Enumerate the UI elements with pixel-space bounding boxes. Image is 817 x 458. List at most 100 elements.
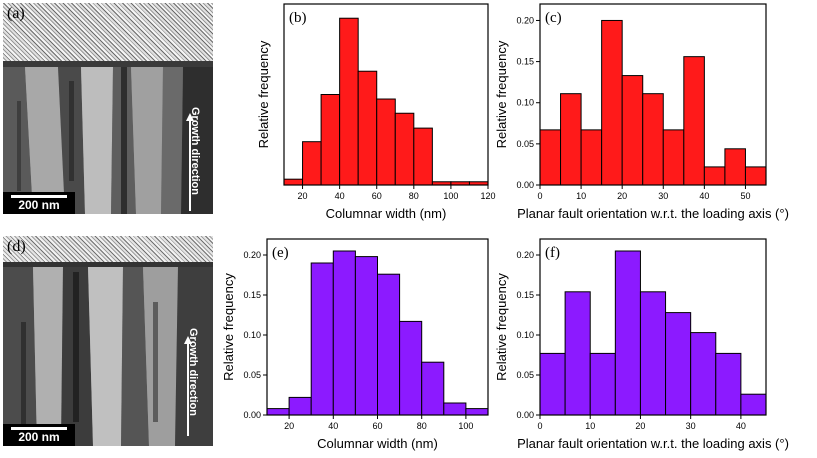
x-tick-label: 40 [328,421,338,431]
plot-frame [266,238,489,416]
x-tick-label: 40 [736,421,746,431]
histogram-bar [450,181,470,186]
x-tick-label: 120 [480,191,495,201]
histogram-bar [662,129,685,186]
scale-bar-line [11,195,67,198]
tem-columns [3,262,213,446]
histogram-bar [354,256,378,416]
histogram-bar [724,148,746,186]
y-axis-label: Relative frequency [494,273,509,381]
histogram-bar [642,93,664,186]
growth-arrow-shaft [187,344,189,436]
histogram-bar [413,127,433,186]
x-axis-label: Planar fault orientation w.r.t. the load… [517,436,789,451]
panel-label: (b) [289,10,307,26]
x-tick-label: 80 [417,421,427,431]
histogram-bar [266,408,290,416]
histogram-bar [690,332,717,416]
arrow-up-icon [184,336,192,344]
histogram-bar [357,70,378,186]
tem-cap-layer [3,3,213,61]
x-tick-label: 0 [537,421,542,431]
y-tick-label: 0.10 [516,330,534,340]
panel-label-a: (a) [7,5,25,22]
histogram-bar [339,17,359,186]
x-tick-label: 20 [635,421,645,431]
x-tick-label: 20 [617,191,627,201]
histogram-bar [740,393,767,416]
histogram-bar [443,402,467,416]
growth-direction-indicator: Growth direction [181,328,201,436]
histogram-bar [288,396,312,416]
histogram-bar [621,75,644,186]
histogram-bar [302,141,322,186]
histogram-bar [468,181,489,186]
scale-bar: 200 nm [3,192,75,214]
scale-bar-label: 200 nm [18,198,60,212]
histogram-bar [715,352,742,416]
scale-bar: 200 nm [3,424,75,446]
plot-frame [539,3,767,186]
histogram-bar [465,408,489,416]
x-tick-label: 100 [443,191,458,201]
y-tick-label: 0.00 [243,410,261,420]
growth-direction-label: Growth direction [187,328,199,416]
histogram-bar [665,312,692,416]
growth-direction-label: Growth direction [189,107,201,195]
y-tick-label: 0.00 [516,410,534,420]
histogram-bar [283,178,304,186]
x-tick-label: 100 [458,421,473,431]
histogram-bar [564,291,591,416]
x-tick-label: 40 [335,191,345,201]
histogram-bar [431,181,452,186]
histogram-bar [703,166,726,186]
y-tick-label: 0.00 [516,180,534,190]
y-axis-label: Relative frequency [221,273,236,381]
arrow-up-icon [186,113,194,121]
x-tick-label: 30 [658,191,668,201]
x-tick-label: 20 [298,191,308,201]
x-tick-label: 10 [576,191,586,201]
histogram-bar [614,250,641,416]
histogram-bar [376,98,396,186]
panel-label: (c) [545,10,562,26]
y-tick-label: 0.20 [243,250,261,260]
scale-bar-line [11,427,67,430]
growth-direction-indicator: Growth direction [183,107,203,211]
tem-film-layer [3,61,213,214]
histogram-bar [560,93,582,186]
y-tick-label: 0.15 [243,290,261,300]
x-tick-label: 30 [686,421,696,431]
histogram-bar [580,129,603,186]
panel-label: (f) [545,245,560,261]
y-axis-label: Relative frequency [494,40,509,148]
tem-image-a: 200 nm Growth direction (a) [3,3,213,214]
y-tick-label: 0.20 [516,250,534,260]
x-tick-label: 20 [284,421,294,431]
y-axis-label: Relative frequency [256,40,271,148]
histogram-bar [310,262,334,416]
histogram-bar [744,166,767,186]
x-axis-label: Planar fault orientation w.r.t. the load… [517,206,789,221]
histogram-bar [683,56,705,186]
x-axis-label: Columnar width (nm) [317,436,438,451]
x-tick-label: 10 [585,421,595,431]
histogram-bar [377,273,401,416]
y-tick-label: 0.10 [243,330,261,340]
y-tick-label: 0.05 [516,370,534,380]
histogram-bar [399,320,423,416]
x-axis-label: Columnar width (nm) [326,206,447,221]
panel-label-d: (d) [7,238,26,255]
y-tick-label: 0.15 [516,57,534,67]
growth-arrow-shaft [189,121,191,211]
scale-bar-label: 200 nm [18,430,60,444]
tem-image-d: 200 nm Growth direction (d) [3,236,213,446]
histogram-bar [589,352,616,416]
tem-columns [3,61,213,214]
x-tick-label: 60 [372,421,382,431]
y-tick-label: 0.15 [516,290,534,300]
plot-frame [283,3,489,186]
histogram-bar [539,129,562,186]
x-tick-label: 60 [372,191,382,201]
histogram-bar [332,250,356,416]
